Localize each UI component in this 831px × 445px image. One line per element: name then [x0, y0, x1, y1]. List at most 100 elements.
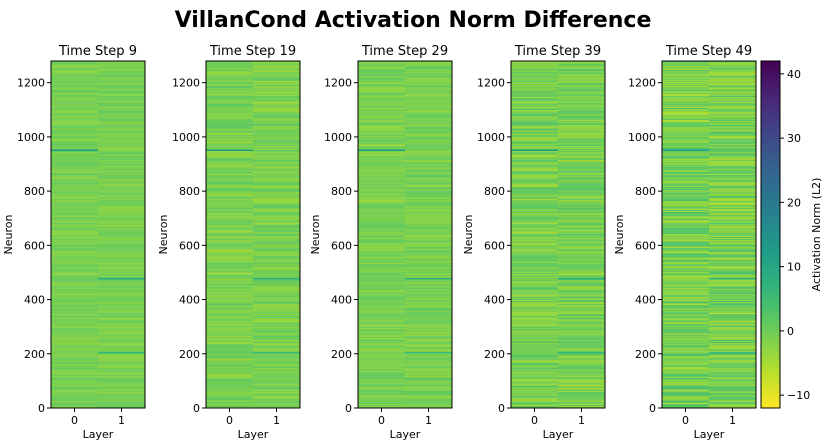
heatmap-band — [206, 391, 253, 394]
heatmap-band — [662, 349, 709, 351]
heatmap-band — [98, 350, 145, 352]
heatmap-band — [253, 133, 300, 136]
heatmap-band — [662, 286, 709, 288]
heatmap-band — [98, 225, 145, 228]
heatmap-band — [709, 135, 756, 138]
heatmap-band — [206, 360, 253, 362]
heatmap-band — [662, 388, 709, 390]
heatmap-band — [358, 69, 405, 72]
heatmap-band — [511, 80, 558, 82]
heatmap-band — [662, 93, 709, 95]
heatmap-band — [358, 209, 405, 211]
heatmap-band — [405, 214, 452, 217]
heatmap-band — [253, 111, 300, 114]
heatmap-band — [358, 130, 405, 132]
heatmap-band — [51, 299, 98, 301]
heatmap-band — [709, 323, 756, 325]
heatmap-band — [511, 310, 558, 312]
heatmap-band — [206, 249, 253, 252]
heatmap-band — [98, 84, 145, 87]
heatmap-band — [511, 129, 558, 131]
heatmap-band — [709, 252, 756, 255]
heatmap-band — [358, 110, 405, 113]
heatmap-band — [358, 302, 405, 305]
heatmap-band — [558, 124, 605, 127]
heatmap-band — [558, 98, 605, 101]
heatmap-band — [511, 116, 558, 118]
heatmap-band — [405, 75, 452, 77]
heatmap-band — [358, 295, 405, 297]
heatmap-band — [358, 230, 405, 232]
heatmap-band — [662, 277, 709, 280]
heatmap-band — [51, 75, 98, 77]
heatmap-band — [558, 177, 605, 179]
heatmap-band — [98, 326, 145, 329]
heatmap-band — [662, 271, 709, 273]
heatmap-band — [51, 193, 98, 195]
heatmap-band — [51, 123, 98, 126]
heatmap-band — [558, 334, 605, 336]
heatmap-band — [358, 314, 405, 317]
heatmap-band — [253, 324, 300, 326]
heatmap-band — [98, 302, 145, 305]
heatmap-band — [405, 269, 452, 271]
heatmap-band — [98, 327, 145, 330]
heatmap-band — [51, 187, 98, 190]
heatmap-band — [51, 147, 98, 150]
heatmap-band — [709, 142, 756, 144]
heatmap-band — [709, 193, 756, 195]
heatmap-band — [253, 106, 300, 108]
heatmap-band — [558, 237, 605, 240]
heatmap-band — [662, 187, 709, 190]
heatmap-band — [662, 391, 709, 394]
heatmap-band — [558, 248, 605, 250]
heatmap-band — [98, 397, 145, 399]
heatmap-band — [558, 161, 605, 164]
heatmap-band — [662, 294, 709, 296]
heatmap-band — [98, 153, 145, 155]
heatmap-band — [253, 306, 300, 308]
heatmap-band — [558, 338, 605, 340]
heatmap-band — [51, 211, 98, 214]
heatmap-band — [662, 232, 709, 234]
heatmap-band — [206, 195, 253, 197]
heatmap-band — [358, 267, 405, 269]
heatmap-band — [558, 401, 605, 403]
heatmap-band — [558, 372, 605, 374]
heatmap-band — [253, 285, 300, 287]
heatmap-band — [709, 172, 756, 175]
heatmap-band — [405, 323, 452, 325]
heatmap-highlight — [51, 149, 98, 151]
heatmap-band — [206, 83, 253, 86]
heatmap-band — [51, 273, 98, 275]
heatmap-band — [206, 304, 253, 307]
heatmap-band — [98, 172, 145, 175]
heatmap-band — [206, 154, 253, 156]
heatmap-band — [98, 324, 145, 326]
heatmap-band — [709, 233, 756, 235]
y-tick-label: 400 — [24, 294, 45, 307]
heatmap-band — [98, 206, 145, 208]
heatmap-band — [511, 391, 558, 394]
heatmap-band — [51, 351, 98, 353]
heatmap-band — [558, 62, 605, 64]
heatmap-band — [558, 354, 605, 357]
heatmap-band — [206, 363, 253, 365]
heatmap-band — [253, 197, 300, 200]
heatmap-band — [662, 284, 709, 286]
heatmap-band — [358, 336, 405, 338]
heatmap-band — [662, 337, 709, 339]
heatmap-band — [206, 301, 253, 304]
heatmap-band — [98, 380, 145, 383]
heatmap-band — [51, 227, 98, 230]
heatmap-band — [662, 241, 709, 243]
heatmap-band — [358, 289, 405, 292]
heatmap-band — [511, 353, 558, 356]
heatmap-band — [253, 313, 300, 316]
heatmap-band — [709, 322, 756, 324]
heatmap-band — [253, 241, 300, 243]
heatmap-band — [51, 287, 98, 290]
heatmap-band — [51, 170, 98, 172]
heatmap-band — [511, 362, 558, 364]
heatmap-band — [511, 137, 558, 140]
